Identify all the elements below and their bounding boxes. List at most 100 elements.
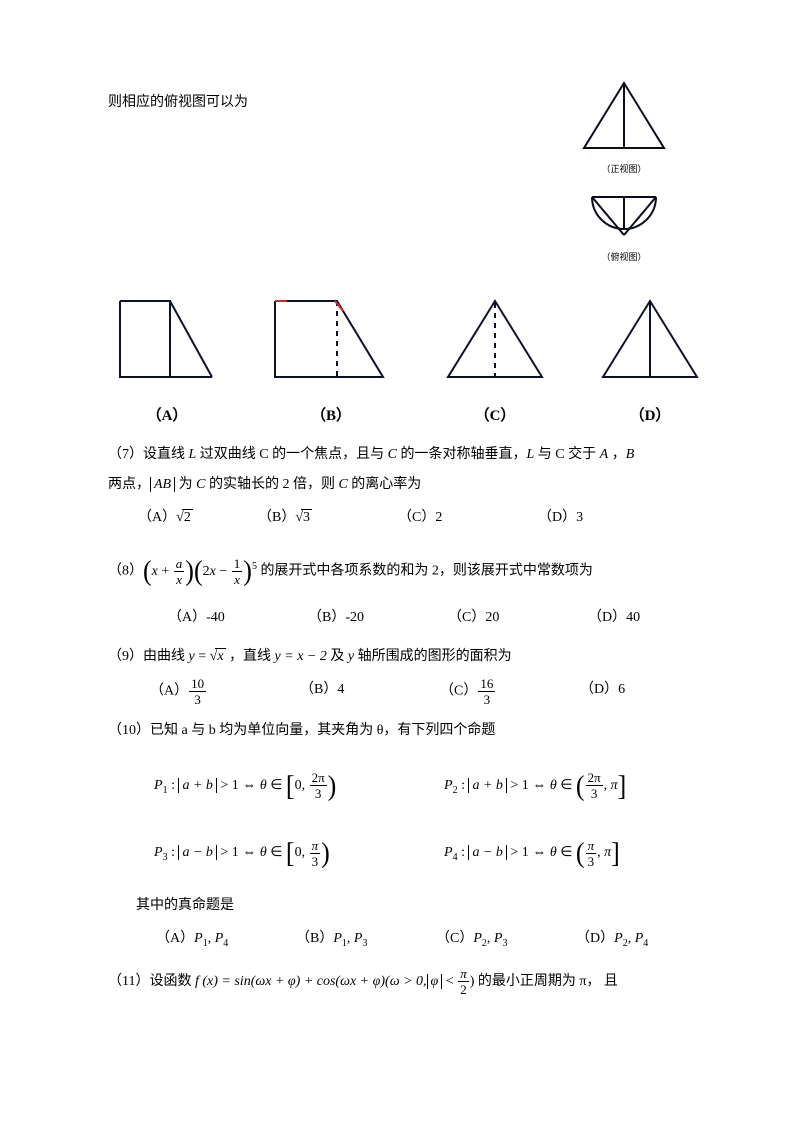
p1-lhs: a + b (178, 778, 216, 793)
q7-opt-a-label: （A） (138, 510, 176, 525)
q9-opt-a-label: （A） (150, 684, 188, 699)
q8-two: 2 (203, 564, 210, 579)
q9-opt-a: （A）103 (150, 677, 300, 706)
q10-opt-b: （B）P1, P3 (296, 926, 436, 953)
q7-sqrt2: 2 (182, 509, 193, 525)
q7-t2: 过双曲线 C 的一个焦点，且与 (200, 447, 388, 462)
question-9: （9）由曲线 y = x ，直线 y = x − 2 及 y 轴所围成的图形的面… (108, 642, 705, 671)
option-a-shape (112, 295, 222, 383)
q11-t3: ) 的最小正周期为 π， 且 (470, 974, 618, 989)
front-view-label: （正视图） (578, 161, 670, 177)
q7-B: B (626, 447, 635, 462)
q7-A: A (600, 447, 609, 462)
option-b-shape (267, 295, 395, 383)
p4-idx: 4 (453, 852, 458, 863)
q10-d-lbl: （D） (576, 931, 614, 946)
q9-t2: ，直线 (229, 649, 275, 664)
q10-p2: P2 : a + b > 1 ⇔ θ ∈ (2π3, π] (444, 752, 734, 820)
option-figure-d: （D） (595, 295, 705, 430)
q7-l2a: 两点， (108, 477, 150, 492)
p1-num: 2π (310, 771, 327, 786)
q8-label: （8） (108, 564, 143, 579)
q7-ab: AB (150, 477, 175, 492)
q7-opt-b: （B）3 (258, 505, 398, 530)
q7-t4: 与 C 交于 (538, 447, 600, 462)
option-figure-b: （B） (267, 295, 395, 430)
p1-idx: 1 (163, 785, 168, 796)
p2-P: P (444, 778, 453, 793)
p3-idx: 3 (163, 852, 168, 863)
q8-opt-d: （D）40 (588, 605, 640, 630)
q9-opt-c-label: （C） (440, 684, 477, 699)
q7-opt-a: （A） 2 (138, 505, 258, 530)
front-view-triangle (578, 80, 670, 152)
q8-pow: 5 (252, 561, 257, 572)
p1-P: P (154, 778, 163, 793)
q8-a: a (174, 557, 185, 572)
q8-tail: 的展开式中各项系数的和为 2，则该展开式中常数项为 (260, 564, 593, 579)
view-figures: （正视图） （俯视图） (578, 80, 670, 265)
q9-aden: 3 (189, 692, 206, 706)
q7-opt-c: （C）2 (398, 505, 538, 530)
q10-p4: P4 : a − b > 1 ⇔ θ ∈ (π3, π] (444, 819, 734, 887)
q10-b-lbl: （B） (296, 931, 333, 946)
top-view-semicircle (583, 183, 665, 239)
q8-opt-c: （C）20 (448, 605, 588, 630)
p4-num: π (586, 839, 597, 854)
p3-P: P (154, 845, 163, 860)
q8-options: （A）-40 （B）-20 （C）20 （D）40 (108, 605, 705, 630)
option-b-label: （B） (267, 403, 395, 430)
q8-opt-a: （A）-40 (168, 605, 308, 630)
q9-opt-d: （D）6 (580, 677, 625, 706)
q7-l2d: 的离心率为 (351, 477, 421, 492)
q9-t1: （9）由曲线 (108, 649, 189, 664)
option-d-label: （D） (595, 403, 705, 430)
q10-options: （A）P1, P4 （B）P1, P3 （C）P2, P3 （D）P2, P4 (108, 926, 705, 953)
option-figure-a: （A） (112, 295, 222, 430)
question-7: （7）设直线 L 过双曲线 C 的一个焦点，且与 C 的一条对称轴垂直，L 与 … (108, 440, 705, 499)
q10-opt-a: （A）P1, P4 (156, 926, 296, 953)
q10-conclusion: 其中的真命题是 (108, 893, 705, 918)
q9-sqrtx: x (215, 648, 225, 664)
option-a-label: （A） (112, 403, 222, 430)
q7-C2: C (196, 477, 205, 492)
q9-anum: 10 (189, 677, 206, 692)
p4-P: P (444, 845, 453, 860)
question-10: （10）已知 a 与 b 均为单位向量，其夹角为 θ，有下列四个命题 (108, 716, 705, 745)
q7-text: （7）设直线 (108, 447, 189, 462)
q7-opt-d: （D）3 (538, 505, 583, 530)
option-figure-c: （C） (440, 295, 550, 430)
question-11: （11）设函数 f (x) = sin(ωx + φ) + cos(ωx + φ… (108, 967, 705, 996)
q7-l2b: 为 (179, 477, 197, 492)
q8-x1: x (152, 564, 158, 579)
q10-propositions: P1 : a + b > 1 ⇔ θ ∈ [0, 2π3) P2 : a + b… (108, 752, 705, 887)
p2-num: 2π (586, 771, 603, 786)
p3-den: 3 (310, 854, 321, 868)
q11-phi: φ (427, 974, 443, 989)
q7-l2c: 的实轴长的 2 倍，则 (209, 477, 339, 492)
q8-x4: x (232, 572, 243, 586)
q11-lt: < (442, 974, 457, 989)
p2-idx: 2 (453, 785, 458, 796)
p4-pi2: π (604, 845, 611, 860)
q9-t4: 轴所围成的图形的面积为 (358, 649, 512, 664)
q9-eq: y = x − 2 (275, 649, 327, 664)
q9-t3: 及 (330, 649, 348, 664)
q7-opt-b-label: （B） (258, 510, 295, 525)
p3-lhs: a − b (178, 845, 216, 860)
option-d-shape (595, 295, 705, 383)
p2-den: 3 (586, 786, 603, 800)
q9-opt-c: （C）163 (440, 677, 580, 706)
option-figures-row: （A） （B） （C） （D） (108, 295, 705, 430)
q7-options: （A） 2 （B）3 （C）2 （D）3 (108, 505, 705, 530)
q7-C: C (388, 447, 397, 462)
top-view-label: （俯视图） (578, 249, 670, 265)
q10-p3: P3 : a − b > 1 ⇔ θ ∈ [0, π3) (154, 819, 444, 887)
q8-x2: x (174, 572, 185, 586)
q11-t1: （11）设函数 (108, 974, 195, 989)
q7-comma: ， (608, 447, 626, 462)
q10-c-lbl: （C） (436, 931, 473, 946)
q8-opt-b: （B）-20 (308, 605, 448, 630)
q10-a-lbl: （A） (156, 931, 194, 946)
q9-y: y (189, 649, 195, 664)
